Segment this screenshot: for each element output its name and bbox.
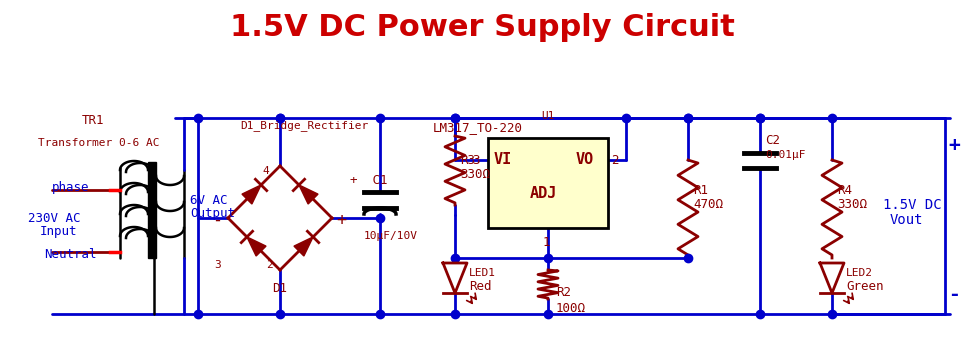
Text: 6V AC: 6V AC (190, 193, 228, 206)
Text: 0.01μF: 0.01μF (765, 150, 806, 160)
Polygon shape (299, 185, 318, 204)
Polygon shape (294, 237, 313, 256)
Polygon shape (242, 185, 262, 204)
Text: Input: Input (40, 225, 77, 238)
Text: Output: Output (190, 207, 235, 220)
Text: phase: phase (52, 181, 90, 194)
Polygon shape (247, 237, 266, 256)
Text: 330Ω: 330Ω (837, 199, 867, 212)
Text: 1.5V DC: 1.5V DC (883, 198, 942, 212)
Text: 470Ω: 470Ω (693, 199, 723, 212)
Text: 100Ω: 100Ω (556, 302, 586, 314)
Text: R3: R3 (460, 153, 475, 166)
Text: 2: 2 (266, 260, 273, 270)
Text: 4: 4 (262, 166, 268, 176)
Text: +  C1: + C1 (350, 173, 388, 186)
Text: LED2: LED2 (846, 268, 873, 278)
Text: 2: 2 (611, 153, 619, 166)
Text: TR1: TR1 (82, 113, 104, 126)
Text: R4: R4 (837, 184, 852, 197)
Text: R2: R2 (556, 286, 571, 299)
Text: ADJ: ADJ (530, 185, 558, 200)
Text: LED1: LED1 (469, 268, 496, 278)
Text: 330Ω: 330Ω (460, 168, 490, 181)
Text: 3: 3 (214, 260, 221, 270)
Text: R1: R1 (693, 184, 708, 197)
Text: 1.5V DC Power Supply Circuit: 1.5V DC Power Supply Circuit (230, 13, 734, 42)
Text: Neutral: Neutral (44, 249, 96, 261)
Text: D1: D1 (272, 282, 287, 294)
Text: LM317_TO-220: LM317_TO-220 (433, 121, 523, 134)
Text: VO: VO (576, 152, 594, 167)
Text: Transformer 0-6 AC: Transformer 0-6 AC (38, 138, 159, 148)
Text: U1: U1 (541, 111, 555, 121)
Text: C2: C2 (765, 133, 780, 146)
Text: -: - (948, 285, 960, 304)
Text: 3: 3 (472, 153, 480, 166)
Text: 230V AC: 230V AC (28, 212, 80, 225)
Text: +: + (948, 137, 960, 155)
Bar (488, 138, 608, 228)
Text: -: - (212, 211, 222, 229)
Text: 1: 1 (543, 236, 550, 249)
Text: Red: Red (469, 279, 491, 292)
Text: Vout: Vout (890, 213, 924, 227)
Bar (148, 162, 156, 258)
Text: +: + (336, 211, 346, 229)
Text: 10μF/10V: 10μF/10V (364, 231, 418, 241)
Text: D1_Bridge_Rectifier: D1_Bridge_Rectifier (240, 120, 369, 132)
Text: Green: Green (846, 279, 884, 292)
Text: VI: VI (494, 152, 512, 167)
